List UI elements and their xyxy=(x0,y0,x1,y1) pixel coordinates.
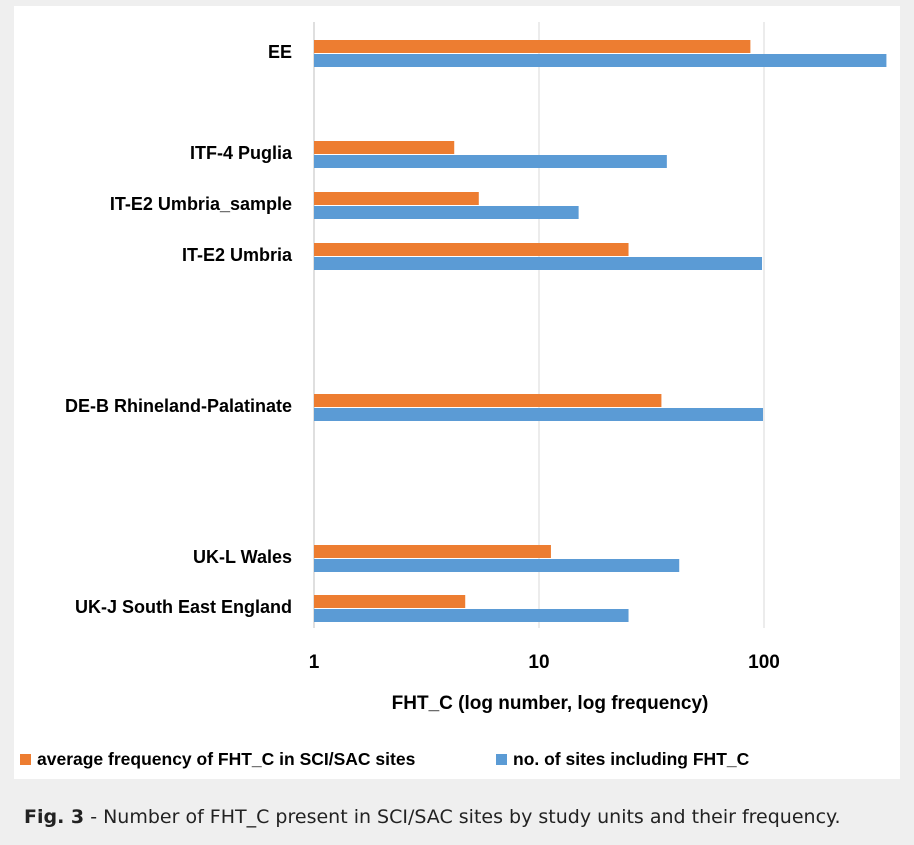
avg-frequency-bar xyxy=(314,243,629,256)
x-tick-label: 1 xyxy=(309,652,320,673)
caption-label: Fig. 3 xyxy=(24,806,85,828)
site-count-bar xyxy=(314,609,629,622)
legend-swatch xyxy=(496,754,507,765)
site-count-bar xyxy=(314,206,579,219)
legend-label: no. of sites including FHT_C xyxy=(513,749,750,769)
bar-chart: EE ITF-4 Puglia IT-E2 Umbria_sample IT-E2 U… xyxy=(20,22,887,769)
category-label: UK-J South East England xyxy=(75,597,292,617)
category-label: IT-E2 Umbria_sample xyxy=(110,194,292,214)
x-tick-label: 10 xyxy=(528,652,549,673)
site-count-bar xyxy=(314,257,763,270)
category-label: EE xyxy=(268,42,292,62)
avg-frequency-bar xyxy=(314,192,479,205)
category-label: UK-L Wales xyxy=(193,547,292,567)
avg-frequency-bar xyxy=(314,545,551,558)
figure-caption: Fig. 3 - Number of FHT_C present in SCI/… xyxy=(24,806,841,828)
legend: average frequency of FHT_C in SCI/SAC si… xyxy=(20,749,750,769)
x-axis-label: FHT_C (log number, log frequency) xyxy=(392,693,709,714)
avg-frequency-bar xyxy=(314,595,466,608)
site-count-bar xyxy=(314,408,764,421)
avg-frequency-bar xyxy=(314,141,455,154)
avg-frequency-bar xyxy=(314,394,662,407)
category-label: ITF-4 Puglia xyxy=(190,143,293,163)
legend-label: average frequency of FHT_C in SCI/SAC si… xyxy=(37,749,416,769)
caption-text: - Number of FHT_C present in SCI/SAC sit… xyxy=(84,806,841,828)
category-label: DE-B Rhineland-Palatinate xyxy=(65,396,292,416)
x-tick-label: 100 xyxy=(748,652,780,673)
category-label: IT-E2 Umbria xyxy=(182,245,293,265)
legend-swatch xyxy=(20,754,31,765)
site-count-bar xyxy=(314,54,887,67)
site-count-bar xyxy=(314,559,680,572)
chart-panel: EE ITF-4 Puglia IT-E2 Umbria_sample IT-E2 U… xyxy=(14,6,900,779)
site-count-bar xyxy=(314,155,667,168)
avg-frequency-bar xyxy=(314,40,751,53)
